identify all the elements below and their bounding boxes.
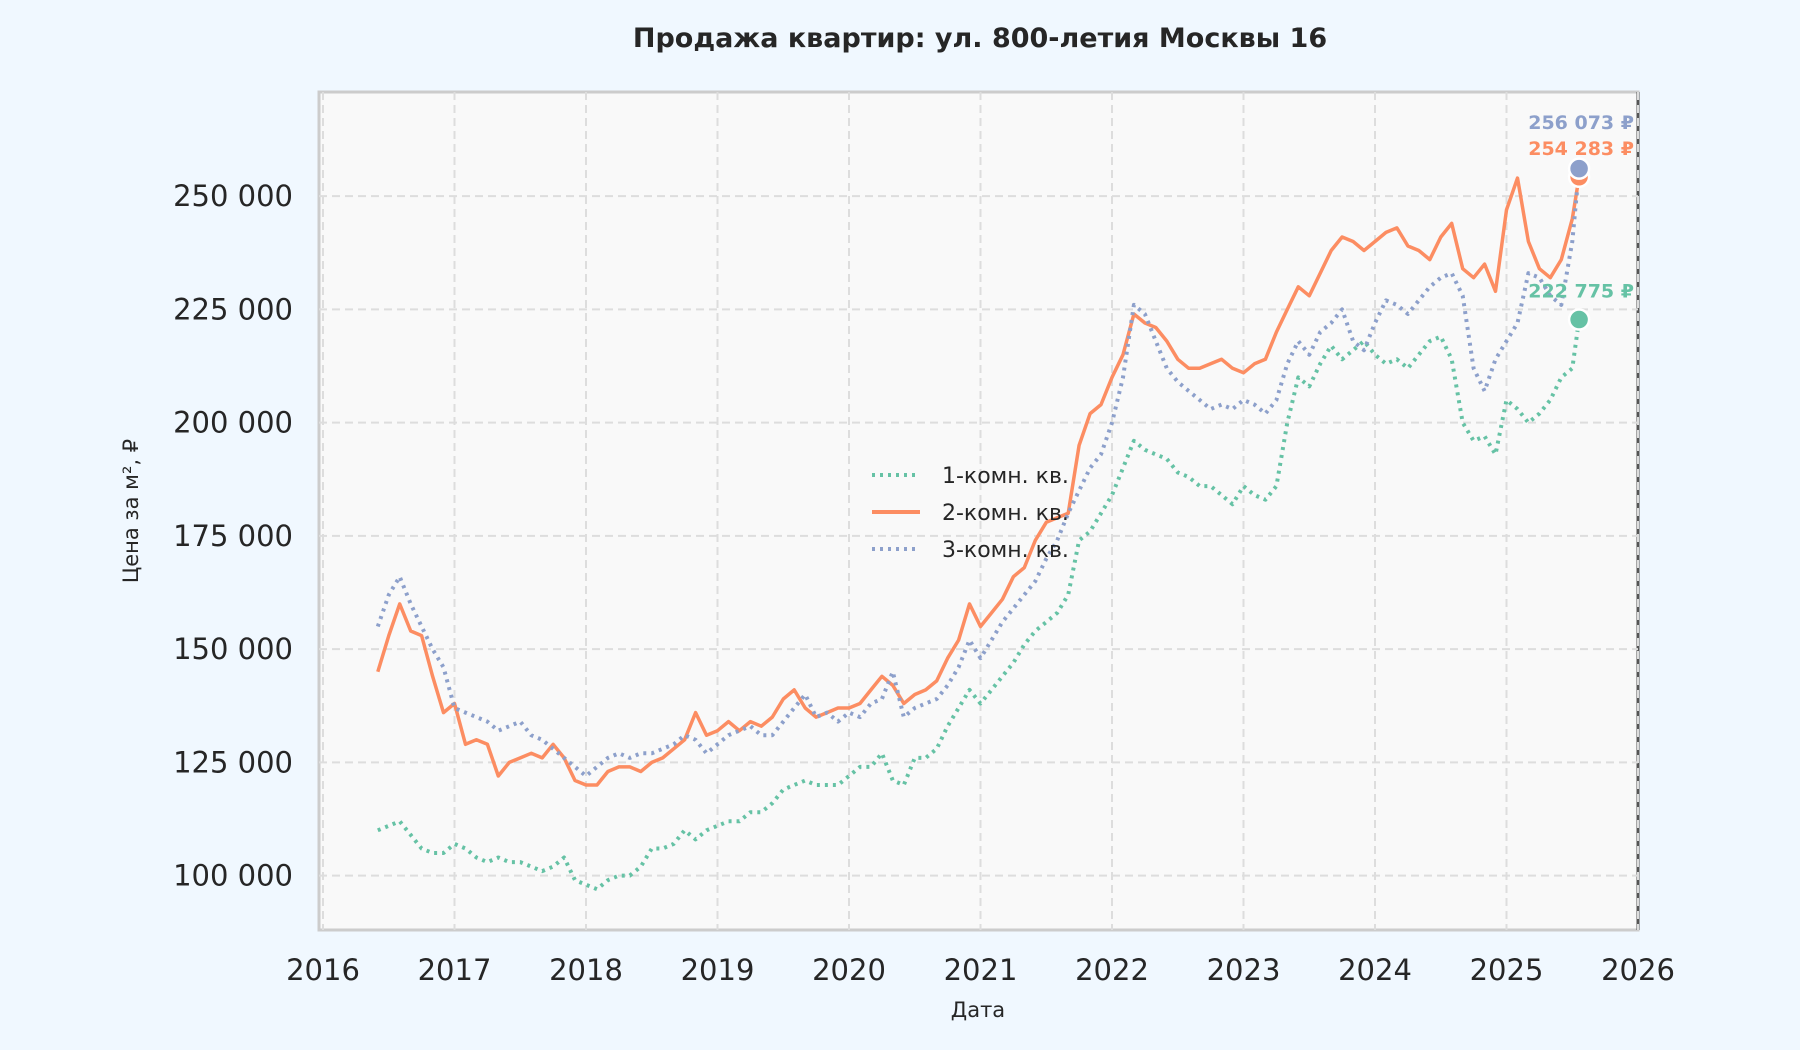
x-tick-label: 2026	[1601, 953, 1675, 987]
x-tick-label: 2019	[681, 953, 755, 987]
grid	[319, 92, 1639, 930]
y-tick-label: 250 000	[173, 179, 293, 213]
x-tick-label: 2018	[549, 953, 623, 987]
legend-entry: 3-комн. кв.	[942, 538, 1069, 563]
legend-entry: 1-комн. кв.	[942, 464, 1069, 489]
y-tick-label: 100 000	[173, 859, 293, 893]
chart-title: Продажа квартир: ул. 800-летия Москвы 16	[633, 23, 1327, 54]
x-tick-label: 2020	[812, 953, 886, 987]
series-line-2	[376, 176, 1581, 787]
x-tick-label: 2017	[418, 953, 492, 987]
y-tick-label: 150 000	[173, 632, 293, 666]
last-value-marker	[1567, 157, 1591, 180]
x-tick-label: 2022	[1075, 953, 1149, 987]
last-value-annotations: 222 775 ₽ 254 283 ₽ 256 073 ₽	[1528, 112, 1634, 331]
last-value-label: 254 283 ₽	[1528, 138, 1634, 160]
x-tick-label: 2021	[944, 953, 1018, 987]
plot-area	[317, 90, 1640, 932]
y-tick-label: 125 000	[173, 745, 293, 779]
series-lines	[375, 168, 1582, 892]
y-tick-label: 175 000	[173, 519, 293, 553]
x-axis-ticks: 2016 2017 2018 2019 2020 2021 2022 2023 2024 2025…	[286, 953, 1675, 987]
x-tick-label: 2024	[1338, 953, 1412, 987]
y-axis-label: Цена за м², ₽	[119, 439, 143, 583]
x-tick-label: 2016	[286, 953, 360, 987]
last-value-marker	[1567, 308, 1591, 331]
y-axis-ticks: 100 000 125 000 150 000 175 000 200 000 225 0…	[173, 179, 293, 892]
last-value-label: 256 073 ₽	[1528, 112, 1634, 134]
x-tick-label: 2025	[1470, 953, 1544, 987]
series-line-3	[375, 168, 1582, 778]
legend: 1-комн. кв. 2-комн. кв. 3-комн. кв.	[872, 464, 1069, 563]
x-axis-label: Дата	[951, 998, 1005, 1022]
y-tick-label: 200 000	[173, 406, 293, 440]
y-tick-label: 225 000	[173, 292, 293, 326]
last-value-label: 222 775 ₽	[1528, 281, 1634, 303]
legend-entry: 2-комн. кв.	[942, 501, 1069, 526]
series-line-1	[377, 319, 1582, 892]
x-tick-label: 2023	[1207, 953, 1281, 987]
